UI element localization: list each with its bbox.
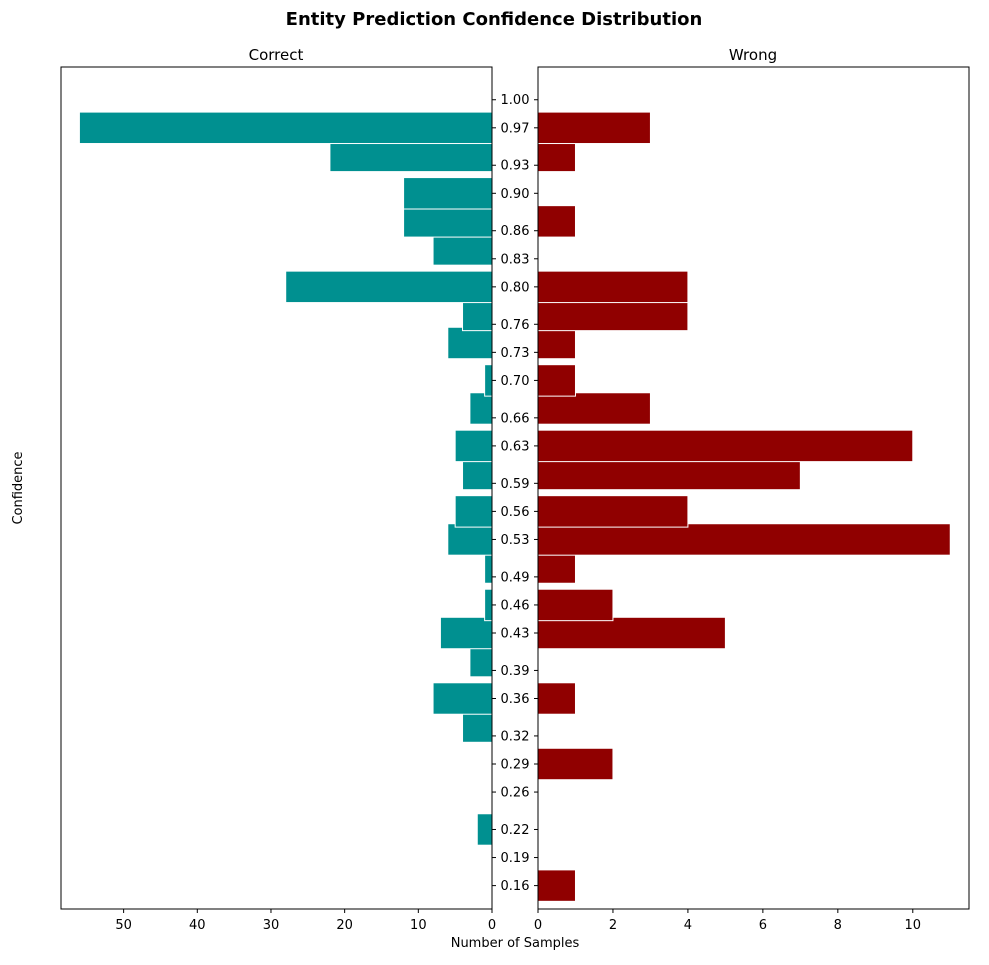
- bar-correct-15: [484, 364, 493, 397]
- x-axis-label: Number of Samples: [451, 936, 580, 951]
- bar-correct-5: [432, 682, 493, 715]
- y-tick-label-15: 0.49: [501, 570, 530, 585]
- x-tick-label-wrong-3: 6: [759, 918, 767, 933]
- bar-wrong-23: [537, 111, 651, 145]
- y-tick-label-24: 0.19: [501, 851, 530, 866]
- x-ticks-layer: 50 40 30 20 10 0 0 2 4 6 8 10: [115, 909, 921, 933]
- y-tick-label-6: 0.80: [501, 280, 530, 295]
- y-tick-label-21: 0.29: [501, 757, 530, 772]
- x-tick-label-correct-0: 50: [115, 918, 132, 933]
- bar-wrong-11: [537, 495, 689, 528]
- bar-correct-23: [78, 111, 493, 145]
- bar-wrong-5: [537, 682, 576, 715]
- y-tick-label-22: 0.26: [501, 786, 530, 801]
- y-tick-label-23: 0.22: [501, 823, 530, 838]
- bar-correct-1: [476, 813, 493, 846]
- y-tick-label-20: 0.32: [501, 729, 530, 744]
- bar-correct-19: [432, 233, 493, 266]
- bar-correct-13: [454, 429, 493, 463]
- bar-wrong-0: [537, 869, 576, 902]
- bar-correct-7: [439, 616, 493, 650]
- bar-correct-4: [462, 710, 493, 743]
- panel-title-wrong: Wrong: [729, 46, 777, 64]
- x-tick-label-wrong-0: 0: [534, 918, 542, 933]
- y-tick-label-25: 0.16: [501, 879, 530, 894]
- y-tick-label-16: 0.46: [501, 598, 530, 613]
- y-tick-label-11: 0.63: [501, 439, 530, 454]
- y-tick-label-14: 0.53: [501, 533, 530, 548]
- bar-wrong-8: [537, 588, 614, 622]
- y-tick-label-5: 0.83: [501, 252, 530, 267]
- bar-wrong-14: [537, 392, 651, 425]
- y-tick-label-17: 0.43: [501, 627, 530, 642]
- bar-wrong-15: [537, 364, 576, 397]
- bar-correct-16: [447, 326, 493, 360]
- x-tick-label-wrong-4: 8: [834, 918, 842, 933]
- bar-correct-14: [469, 392, 493, 425]
- y-tick-label-1: 0.97: [501, 121, 530, 136]
- x-tick-label-wrong-1: 2: [609, 918, 617, 933]
- y-tick-label-3: 0.90: [501, 187, 530, 202]
- bar-correct-11: [454, 495, 493, 528]
- y-tick-label-12: 0.59: [501, 477, 530, 492]
- x-tick-label-correct-2: 30: [263, 918, 280, 933]
- bar-wrong-17: [537, 298, 689, 332]
- bar-wrong-20: [537, 205, 576, 238]
- panel-frame-wrong: [537, 66, 970, 910]
- y-ticks-layer: 1.00 0.97 0.93 0.90 0.86 0.83 0.80 0.76 0.73 0.70…: [492, 93, 538, 894]
- bar-wrong-18: [537, 270, 689, 304]
- bar-wrong-3: [537, 747, 614, 781]
- bar-wrong-7: [537, 616, 726, 650]
- y-tick-label-9: 0.70: [501, 374, 530, 389]
- bar-wrong-9: [537, 551, 576, 584]
- x-tick-label-correct-5: 0: [488, 918, 496, 933]
- bar-wrong-12: [537, 457, 801, 491]
- y-tick-label-18: 0.39: [501, 664, 530, 679]
- bar-correct-12: [462, 457, 493, 491]
- bar-wrong-13: [537, 429, 914, 463]
- x-tick-label-wrong-5: 10: [905, 918, 922, 933]
- bar-correct-22: [329, 139, 493, 173]
- bar-correct-6: [469, 644, 493, 678]
- bars-layer: [78, 111, 951, 902]
- bar-correct-10: [447, 523, 493, 556]
- bar-correct-21: [403, 177, 493, 210]
- y-tick-label-8: 0.73: [501, 346, 530, 361]
- bar-wrong-22: [537, 139, 576, 173]
- y-tick-label-10: 0.66: [501, 411, 530, 426]
- bar-wrong-10: [537, 523, 951, 556]
- x-tick-label-correct-4: 10: [410, 918, 427, 933]
- bar-correct-20: [403, 205, 493, 238]
- frames-layer: [60, 66, 970, 910]
- y-tick-label-4: 0.86: [501, 224, 530, 239]
- bar-correct-9: [484, 551, 493, 584]
- panel-frame-correct: [60, 66, 493, 910]
- y-axis-label: Confidence: [11, 451, 26, 524]
- x-tick-label-wrong-2: 4: [684, 918, 692, 933]
- bar-correct-18: [285, 270, 493, 304]
- panel-title-correct: Correct: [249, 46, 304, 64]
- x-tick-label-correct-1: 40: [189, 918, 206, 933]
- y-tick-label-0: 1.00: [501, 93, 530, 108]
- bar-correct-17: [462, 298, 493, 332]
- bar-wrong-16: [537, 326, 576, 360]
- y-tick-label-13: 0.56: [501, 505, 530, 520]
- y-tick-label-19: 0.36: [501, 692, 530, 707]
- chart-title: Entity Prediction Confidence Distributio…: [286, 9, 703, 30]
- x-tick-label-correct-3: 20: [336, 918, 353, 933]
- y-tick-label-7: 0.76: [501, 318, 530, 333]
- bar-correct-8: [484, 588, 493, 622]
- y-tick-label-2: 0.93: [501, 159, 530, 174]
